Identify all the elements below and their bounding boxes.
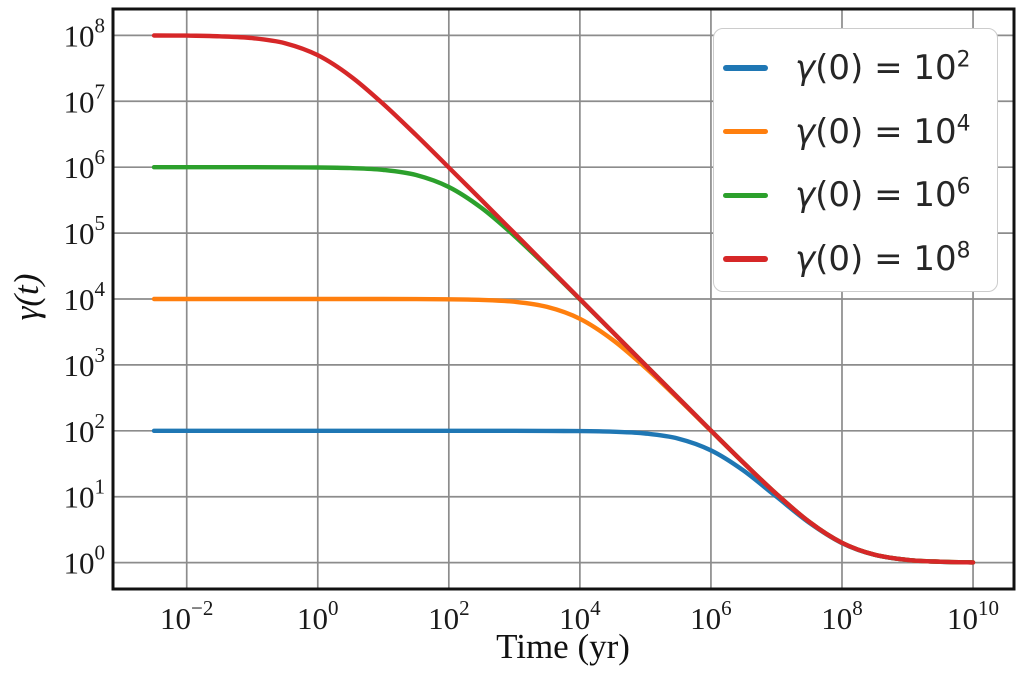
y-axis-label: γ(t) bbox=[7, 273, 46, 321]
y-tick-label: 105 bbox=[64, 211, 106, 251]
legend-label: γ(0) = 106 bbox=[795, 175, 971, 216]
y-tick-label: 107 bbox=[64, 79, 106, 119]
legend-line-sample bbox=[723, 65, 768, 71]
legend-line-sample bbox=[723, 192, 768, 199]
legend-item-gamma0-1e4: γ(0) = 104 bbox=[723, 100, 997, 164]
x-tick-label: 10−2 bbox=[160, 596, 213, 636]
legend-item-gamma0-1e2: γ(0) = 102 bbox=[723, 36, 997, 100]
legend-label: γ(0) = 108 bbox=[795, 238, 971, 280]
y-tick-label: 108 bbox=[64, 13, 106, 53]
y-tick-label: 101 bbox=[64, 475, 106, 515]
plot-border bbox=[111, 7, 1016, 591]
x-tick-label: 1010 bbox=[947, 596, 999, 636]
legend-label: γ(0) = 104 bbox=[795, 111, 971, 152]
x-tick-label: 102 bbox=[428, 596, 470, 636]
legend-item-gamma0-1e6: γ(0) = 106 bbox=[723, 164, 997, 228]
y-tick-label: 103 bbox=[64, 343, 106, 383]
legend-line-sample bbox=[723, 256, 768, 262]
x-tick-label: 106 bbox=[690, 596, 732, 636]
y-tick-label: 102 bbox=[64, 409, 106, 449]
curve-gamma0-1e8 bbox=[151, 33, 976, 565]
legend-item-gamma0-1e8: γ(0) = 108 bbox=[723, 227, 997, 291]
x-tick-label: 100 bbox=[297, 596, 339, 636]
x-tick-label: 104 bbox=[559, 596, 601, 636]
legend-label: γ(0) = 102 bbox=[795, 47, 971, 88]
x-tick-label: 108 bbox=[821, 596, 863, 636]
y-tick-label: 106 bbox=[64, 145, 106, 185]
y-tick-label: 100 bbox=[64, 541, 106, 581]
y-tick-label: 104 bbox=[64, 277, 106, 317]
legend-line-sample bbox=[723, 128, 768, 135]
x-axis-label: Time (yr) bbox=[496, 627, 630, 666]
chart-legend: γ(0) = 102 γ(0) = 104 γ(0) = 106 γ(0) = 108 bbox=[713, 28, 998, 292]
